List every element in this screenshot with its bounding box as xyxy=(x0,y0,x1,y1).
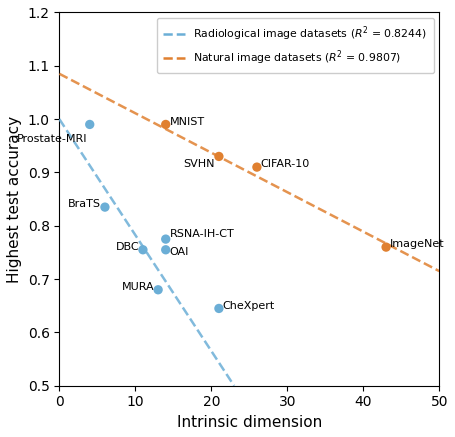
Point xyxy=(215,305,222,312)
Text: MNIST: MNIST xyxy=(170,117,205,127)
Y-axis label: Highest test accuracy: Highest test accuracy xyxy=(7,115,22,283)
Text: RSNA-IH-CT: RSNA-IH-CT xyxy=(170,229,234,239)
Point xyxy=(215,153,222,160)
Text: CIFAR-10: CIFAR-10 xyxy=(261,160,310,170)
X-axis label: Intrinsic dimension: Intrinsic dimension xyxy=(177,415,322,430)
Text: Prostate-MRI: Prostate-MRI xyxy=(17,135,87,144)
Legend: Radiological image datasets ($R^2$ = 0.8244), Natural image datasets ($R^2$ = 0.: Radiological image datasets ($R^2$ = 0.8… xyxy=(157,18,434,73)
Text: MURA: MURA xyxy=(121,282,154,292)
Text: ImageNet: ImageNet xyxy=(390,239,445,250)
Point xyxy=(162,236,169,243)
Point xyxy=(86,121,93,128)
Point xyxy=(162,121,169,128)
Point xyxy=(101,204,109,211)
Point xyxy=(155,286,162,293)
Text: SVHN: SVHN xyxy=(184,160,215,170)
Text: OAI: OAI xyxy=(170,247,189,257)
Point xyxy=(139,246,147,253)
Text: BraTS: BraTS xyxy=(68,199,101,209)
Point xyxy=(253,163,261,170)
Text: CheXpert: CheXpert xyxy=(222,301,275,311)
Text: DBC: DBC xyxy=(116,242,139,252)
Point xyxy=(383,243,390,250)
Point xyxy=(162,246,169,253)
